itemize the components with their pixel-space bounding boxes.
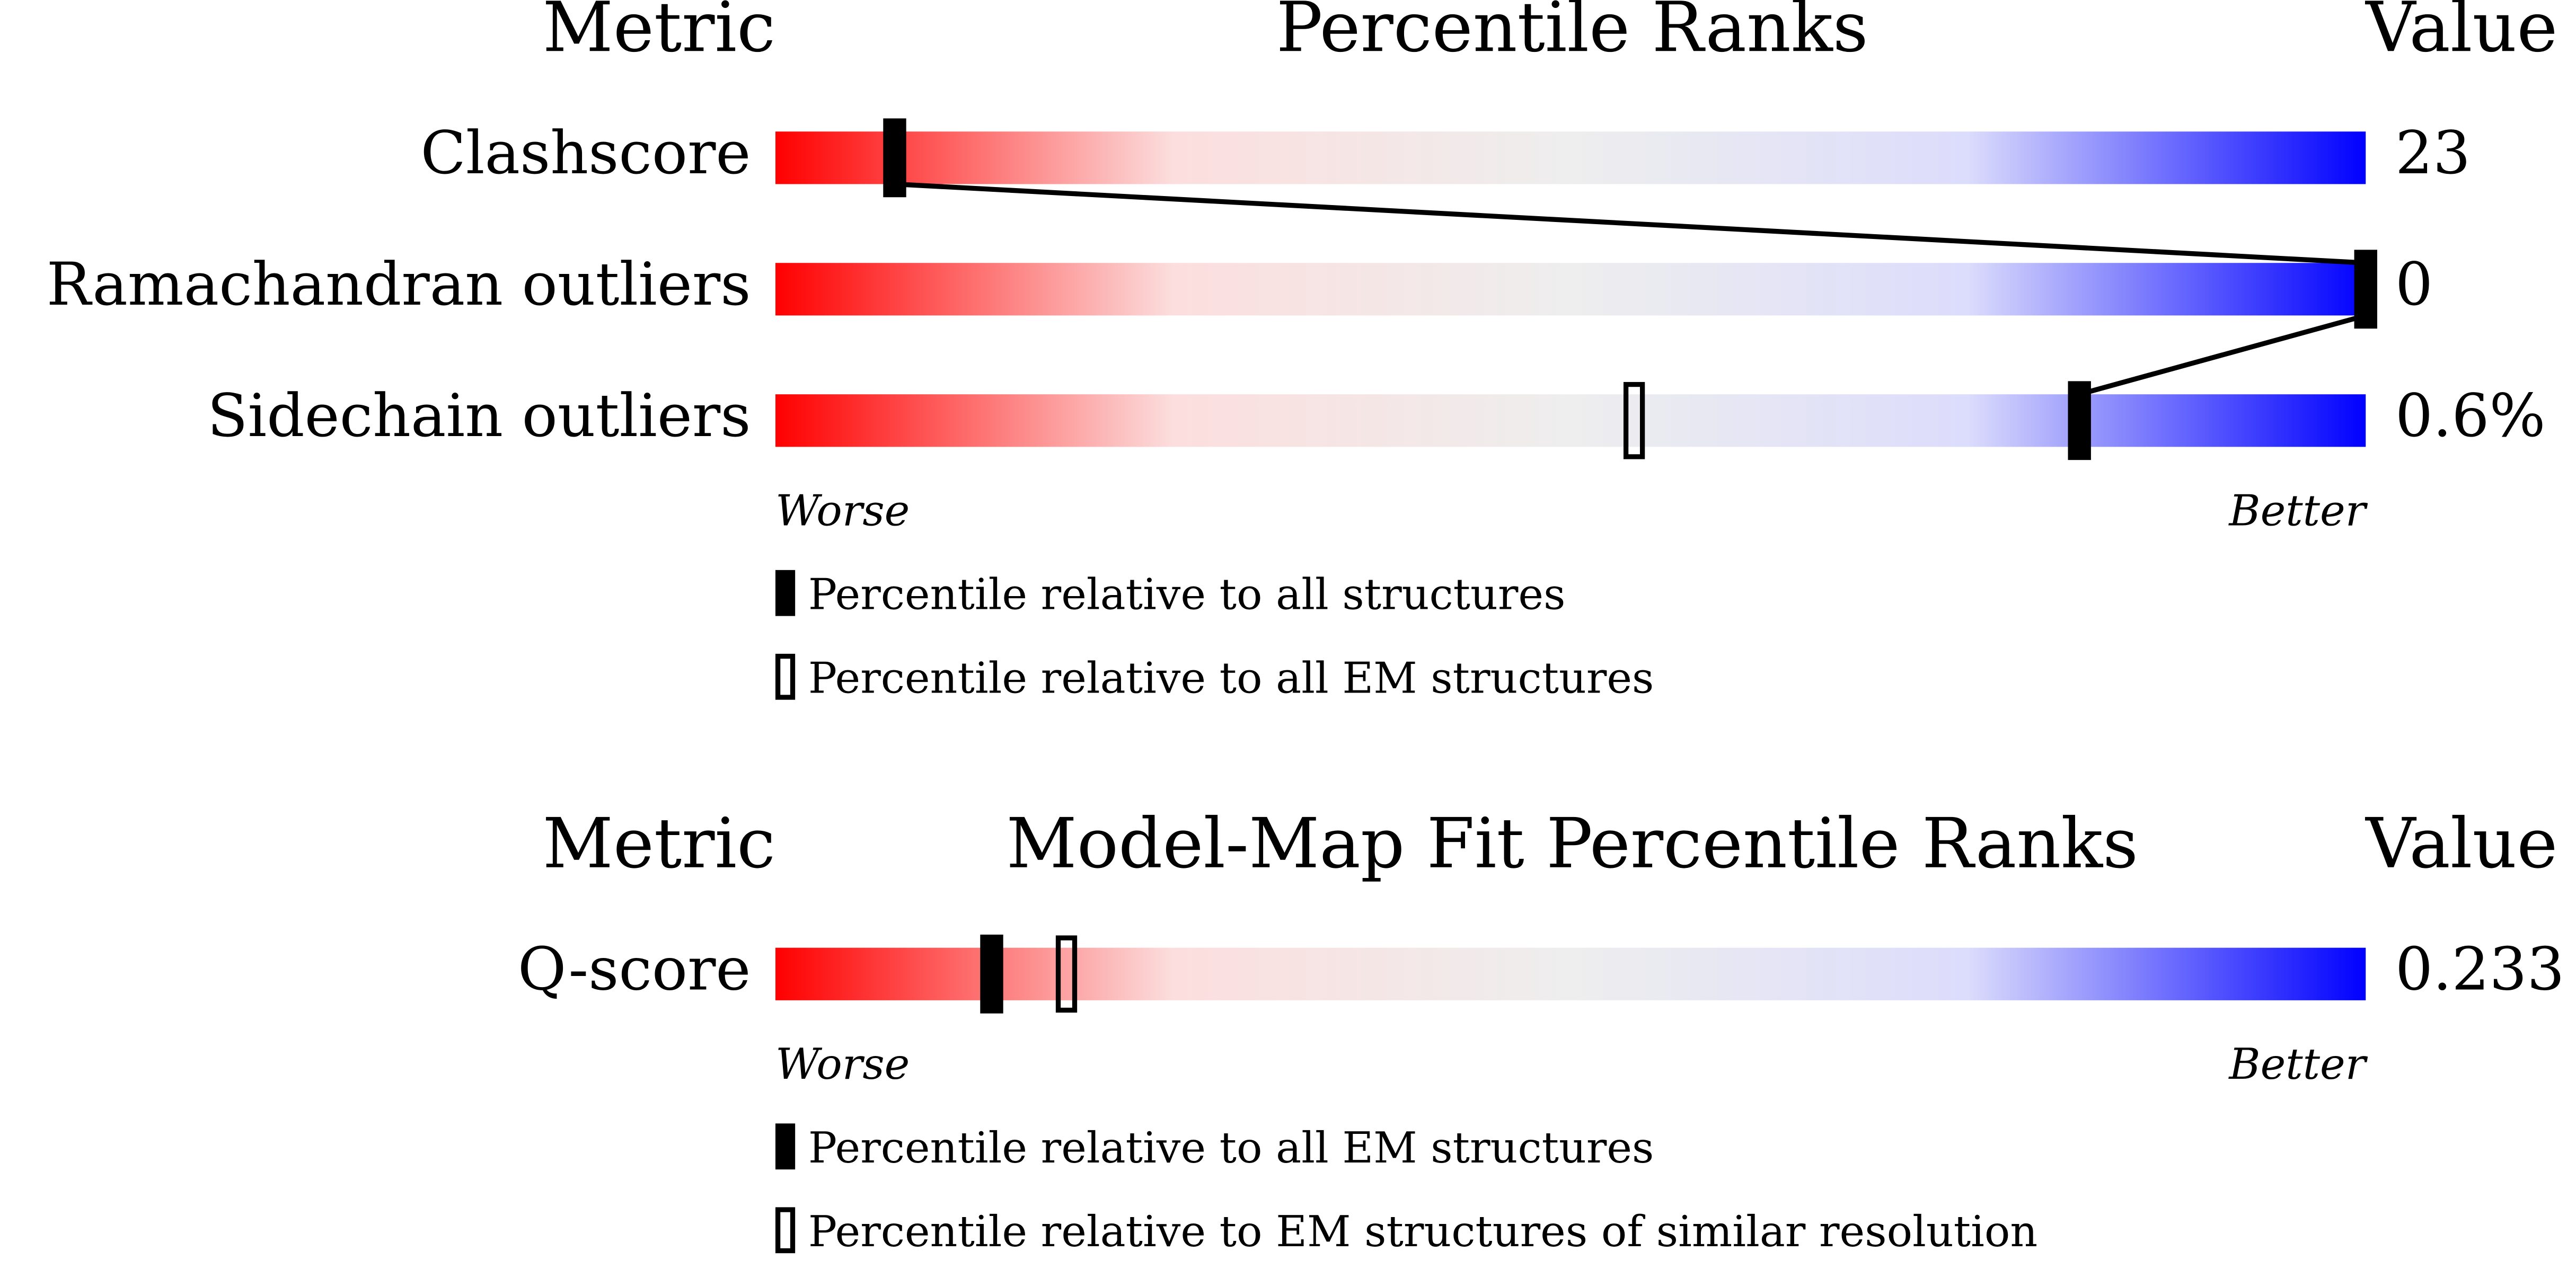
legend-swatch-filled [775, 1123, 796, 1170]
legend-swatch-open [775, 653, 796, 700]
connector-line [2078, 313, 2367, 397]
worse-label: Worse [775, 1040, 910, 1089]
percentile-marker-filled [2354, 250, 2377, 329]
better-label: Better [2228, 486, 2368, 536]
metric-value: 0.6% [2395, 381, 2545, 450]
percentile-marker-filled [2068, 381, 2091, 460]
percentile-bar [775, 263, 2366, 316]
value-header: Value [2365, 0, 2557, 67]
metric-label: Ramachandran outliers [47, 250, 751, 319]
percentile-bar [775, 947, 2366, 1000]
legend-label: Percentile relative to EM structures of … [808, 1207, 2037, 1257]
metric-value: 0.233 [2395, 935, 2564, 1004]
percentile-marker-open [1055, 935, 1078, 1013]
legend-swatch-filled [775, 570, 796, 616]
percentile-marker-open [1623, 381, 1645, 459]
legend-label: Percentile relative to all structures [808, 570, 1566, 620]
metric-label: Q-score [518, 935, 751, 1004]
metric-value: 0 [2395, 250, 2433, 319]
worse-label: Worse [775, 486, 910, 536]
percentile-marker-filled [980, 934, 1003, 1014]
legend-label: Percentile relative to all EM structures [808, 654, 1654, 704]
legend-swatch-open [775, 1207, 796, 1254]
percentile-marker-filled [883, 118, 906, 198]
metric-header: Metric [543, 803, 775, 884]
chart-title: Percentile Ranks [1276, 0, 1868, 67]
value-header: Value [2365, 803, 2557, 884]
connector-line [894, 181, 2366, 265]
metric-label: Sidechain outliers [207, 381, 751, 450]
percentile-bar [775, 131, 2366, 184]
better-label: Better [2228, 1040, 2368, 1089]
metric-value: 23 [2395, 119, 2471, 188]
metric-header: Metric [543, 0, 775, 67]
legend-label: Percentile relative to all EM structures [808, 1123, 1654, 1173]
percentile-bar [775, 394, 2366, 447]
metric-label: Clashscore [420, 119, 751, 188]
chart-title: Model-Map Fit Percentile Ranks [1006, 803, 2138, 884]
